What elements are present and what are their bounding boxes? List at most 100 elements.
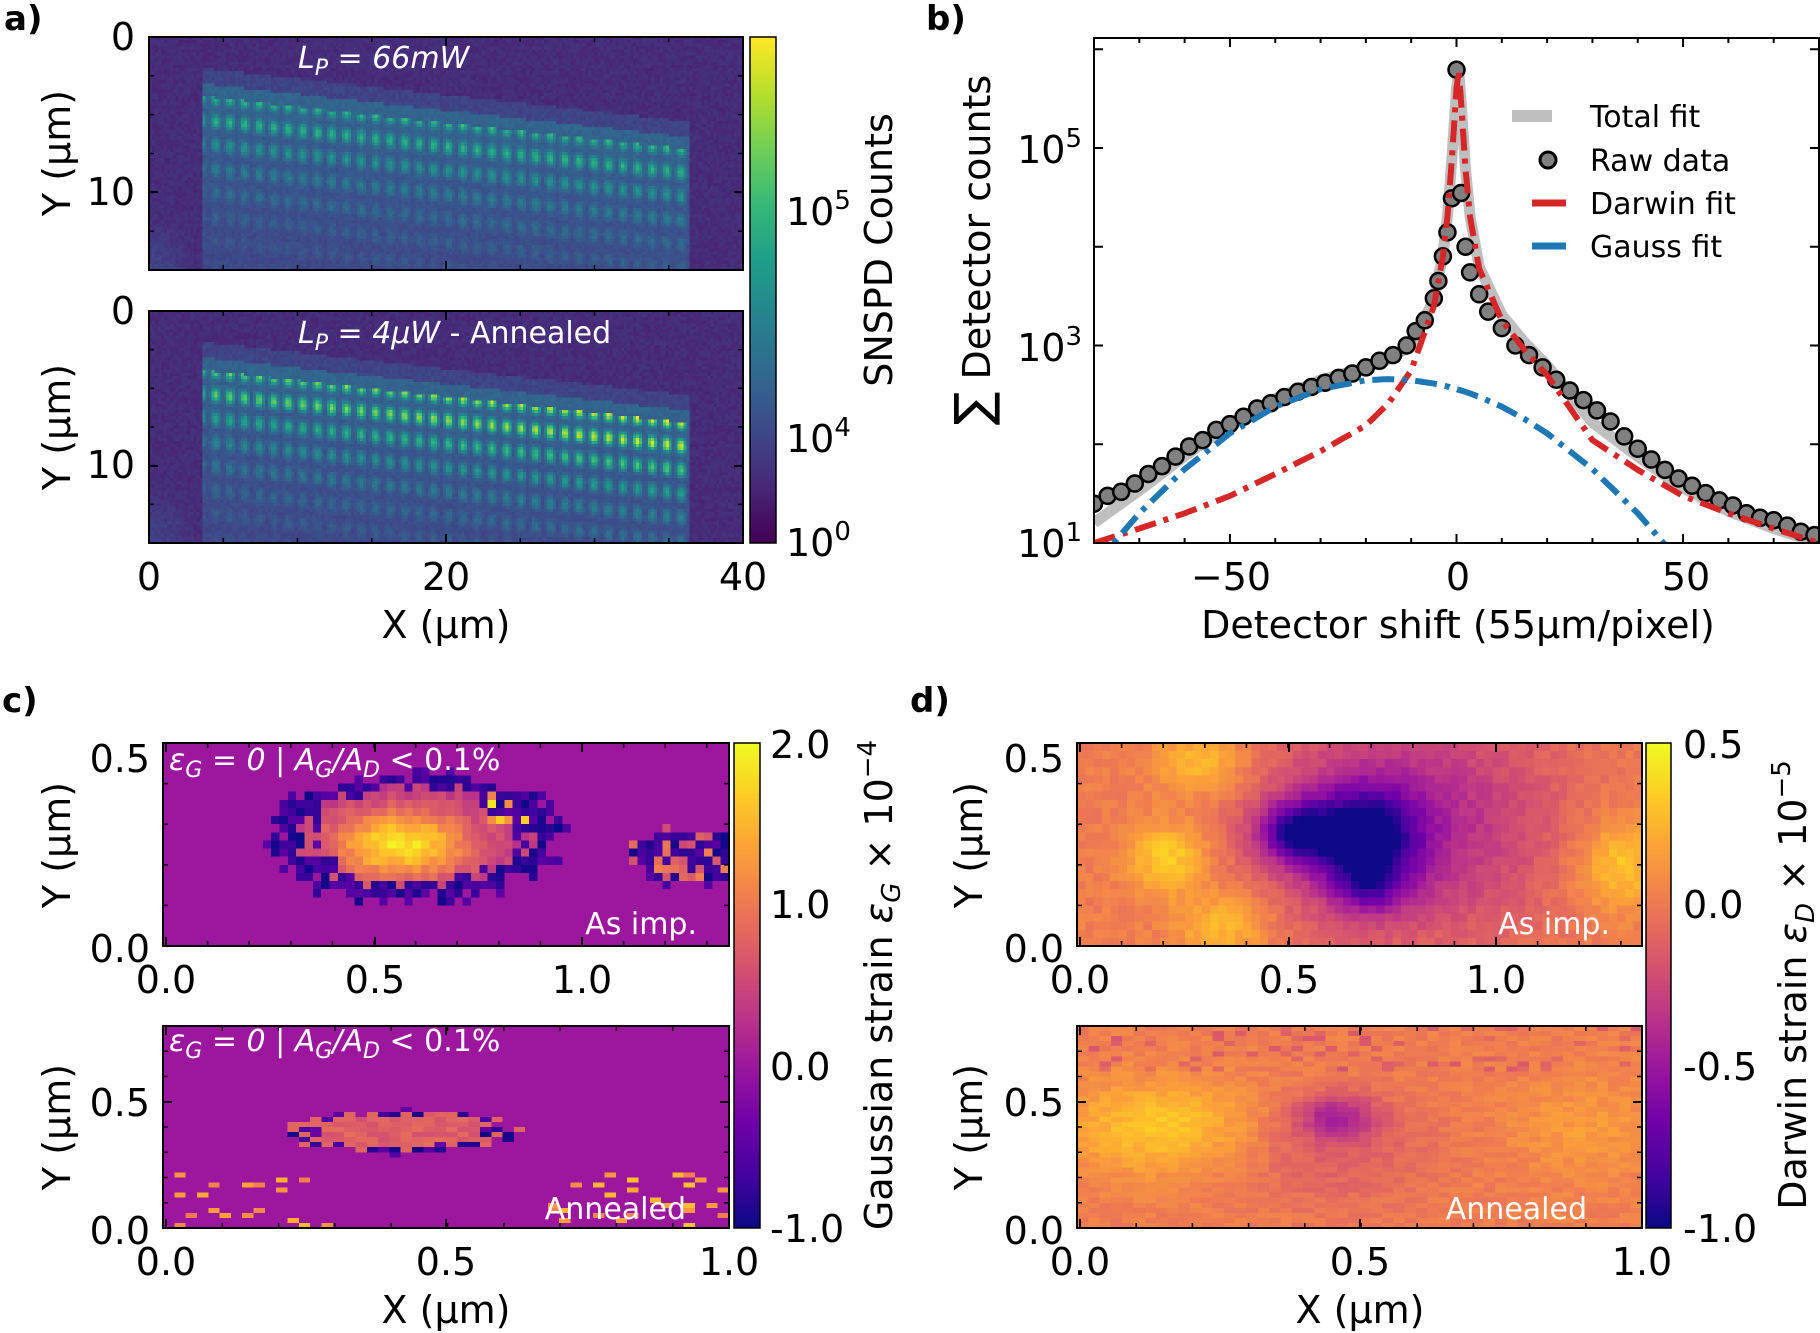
heatmap-d-bottom <box>1077 1026 1642 1228</box>
ytick-c-top-0.0: 0.0 <box>90 927 150 971</box>
ylabel-d-top: Y (μm) <box>947 782 991 909</box>
ytick-d-top-0.5: 0.5 <box>1004 737 1064 781</box>
raw-data-point <box>1469 285 1489 304</box>
ylabel-a-bottom: Y (μm) <box>35 364 79 491</box>
label-d-annealed: Annealed <box>1446 1192 1587 1227</box>
raw-data-point <box>1152 456 1172 476</box>
colorbar-a-label: SNSPD Counts <box>857 113 901 387</box>
xtick-b-m50: −50 <box>1191 555 1271 599</box>
colorbar-a-frame <box>749 36 777 544</box>
axes-a-top <box>148 36 744 271</box>
colorbar-d <box>1646 743 1671 1228</box>
colorbar-c-label: Gaussian strain εG × 10−4 <box>853 740 907 1230</box>
ytick-a-top-0: 0 <box>111 15 135 59</box>
raw-data-point <box>1560 381 1580 400</box>
ytick-d-bottom-0.0: 0.0 <box>1004 1209 1064 1253</box>
heatmap-c-top <box>163 743 729 946</box>
cbar-c-tick-m1.0: -1.0 <box>770 1207 844 1251</box>
xtick-d-top-0.0: 0.0 <box>1050 958 1110 1002</box>
raw-data-point <box>1397 336 1416 355</box>
series-gauss-fit <box>1109 376 1668 543</box>
legend-label-raw-data: Raw data <box>1590 144 1730 179</box>
ylabel-a-top: Y (μm) <box>35 90 79 217</box>
colorbar-c-frame <box>733 742 761 1229</box>
legend-swatch-raw-data <box>1538 150 1558 170</box>
heatmap-d-top <box>1077 743 1642 946</box>
panel-label-a: a) <box>4 0 42 39</box>
heatmap-a-bottom <box>149 311 743 543</box>
raw-data-point <box>1805 525 1819 543</box>
axes-frame <box>1076 742 1643 947</box>
raw-data-point <box>1642 450 1661 469</box>
series-total-fit <box>1094 65 1819 543</box>
xtick-d-bottom-0.0: 0.0 <box>1050 1240 1110 1284</box>
axes-b-ticks <box>1093 38 1820 544</box>
ytick-c-top-0.5: 0.5 <box>90 737 150 781</box>
raw-data-point <box>1415 311 1435 330</box>
axes-c-top <box>162 742 730 947</box>
raw-data-point <box>1628 439 1647 459</box>
plot-b-series <box>1094 60 1819 543</box>
raw-data-point <box>1492 318 1512 338</box>
panel-label-d: d) <box>910 681 950 721</box>
xtick-a-0: 0 <box>137 555 161 599</box>
series-darwin-fit <box>1094 70 1819 543</box>
xtick-c-bottom-0.5: 0.5 <box>416 1240 476 1284</box>
ytick-c-bottom-0.5: 0.5 <box>90 1081 150 1125</box>
cbar-a-tick-1e5: 105 <box>786 186 851 234</box>
xlabel-c: X (μm) <box>382 1288 511 1332</box>
legend-label-total-fit: Total fit <box>1589 100 1700 135</box>
cbar-d-tick-m0.5: -0.5 <box>1683 1045 1757 1089</box>
legend-label-gauss-fit: Gauss fit <box>1590 230 1722 265</box>
raw-data-point <box>1193 430 1212 450</box>
cbar-d-tick-m1.0: -1.0 <box>1683 1207 1757 1251</box>
colorbar-a <box>750 37 776 543</box>
panel-c: εG = 0 | AG/AD < 0.1% εG = 0 | AG/AD < 0… <box>35 723 907 1332</box>
label-d-as-imp: As imp. <box>1498 907 1610 942</box>
xtick-c-bottom-0.0: 0.0 <box>136 1240 196 1284</box>
raw-data-point <box>1139 464 1158 484</box>
colorbar-c <box>734 743 760 1228</box>
ytick-b-1e3: 103 <box>1017 322 1082 370</box>
raw-data-point <box>1383 345 1403 365</box>
raw-data-point <box>1614 427 1634 446</box>
axes-frame <box>162 742 730 947</box>
ylabel-c-bottom: Y (μm) <box>35 1064 79 1191</box>
axes-d-top <box>1076 742 1643 947</box>
heatmap-a-top <box>149 37 743 270</box>
axes-a-bottom <box>148 310 744 544</box>
raw-data-point <box>1460 263 1480 282</box>
xtick-c-top-0.5: 0.5 <box>345 958 405 1002</box>
panel-a: LP = 66mW LP = 4μW - Annealed 0 10 0 10 … <box>35 15 901 647</box>
cbar-a-tick-1e4: 104 <box>786 413 851 461</box>
ytick-a-top-10: 10 <box>87 170 135 214</box>
xtick-d-bottom-0.5: 0.5 <box>1330 1240 1390 1284</box>
axes-d-bottom <box>1076 1025 1643 1229</box>
legend-b: Total fit Raw data Darwin fit Gauss fit <box>1512 100 1736 265</box>
ytick-b-1e5: 105 <box>1017 124 1082 172</box>
label-c-annealed: Annealed <box>545 1192 686 1227</box>
ytick-b-1e1: 101 <box>1017 518 1082 566</box>
raw-data-point <box>1574 390 1593 410</box>
cbar-d-tick-0.5: 0.5 <box>1683 723 1743 767</box>
raw-data-point <box>1655 460 1675 480</box>
ylabel-b: ∑ Detector counts <box>944 75 1002 425</box>
xlabel-b: Detector shift (55μm/pixel) <box>1201 603 1715 647</box>
plot-b-area <box>1094 60 1819 543</box>
ytick-a-bottom-0: 0 <box>111 289 135 333</box>
raw-data-point <box>1166 447 1185 466</box>
xtick-b-50: 50 <box>1662 555 1710 599</box>
cbar-c-tick-1.0: 1.0 <box>770 883 830 927</box>
xtick-d-top-0.5: 0.5 <box>1259 958 1319 1002</box>
annotation-a-bottom: LP = 4μW - Annealed <box>298 316 611 356</box>
cbar-c-tick-2.0: 2.0 <box>770 723 830 767</box>
colorbar-d-label: Darwin strain εD × 10−5 <box>1767 760 1820 1210</box>
ytick-d-top-0.0: 0.0 <box>1004 927 1064 971</box>
ytick-a-bottom-10: 10 <box>87 443 135 487</box>
raw-data-point <box>1456 237 1475 257</box>
panel-label-c: c) <box>2 681 38 721</box>
xtick-a-20: 20 <box>422 555 470 599</box>
ylabel-d-bottom: Y (μm) <box>947 1064 991 1191</box>
label-c-as-imp: As imp. <box>585 907 697 942</box>
